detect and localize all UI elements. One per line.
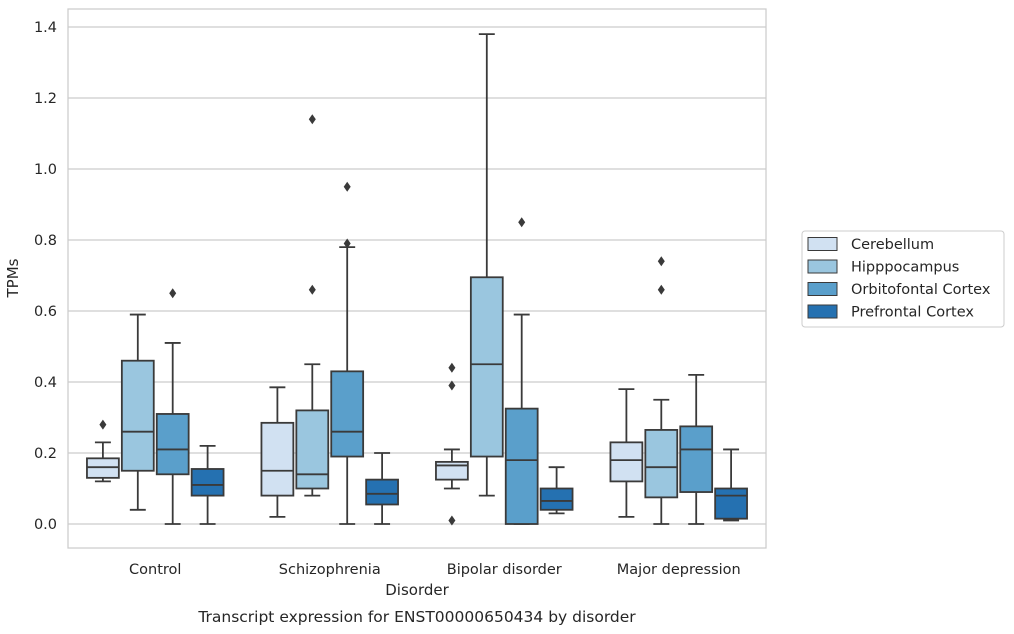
outlier-point: [99, 419, 107, 430]
y-tick-label: 1.2: [34, 91, 57, 107]
outlier-point: [657, 284, 665, 295]
box-prefrontal-cortex: [714, 448, 748, 522]
outlier-point: [448, 515, 456, 526]
iqr-box: [295, 409, 330, 490]
outlier-point: [448, 380, 456, 391]
y-tick-label: 0.0: [34, 517, 57, 533]
iqr-box: [190, 468, 225, 497]
iqr-box: [260, 421, 295, 497]
outlier-point: [169, 288, 177, 299]
box-cerebellum: [609, 388, 644, 518]
y-tick-label: 0.4: [34, 375, 57, 391]
iqr-box: [539, 487, 574, 511]
x-tick-label: Bipolar disorder: [447, 562, 562, 578]
box-cerebellum: [260, 386, 295, 518]
box-hipppocampus: [644, 256, 679, 525]
legend-label: Hipppocampus: [851, 260, 959, 276]
y-tick-label: 0.6: [34, 304, 57, 320]
box-hipppocampus: [295, 114, 330, 497]
box-hipppocampus: [469, 33, 504, 497]
y-tick-label: 0.2: [34, 446, 57, 462]
legend-frame: [801, 230, 1005, 328]
box-orbitofontal-cortex: [155, 288, 190, 525]
chart-caption: Transcript expression for ENST0000065043…: [197, 608, 636, 626]
box-orbitofontal-cortex: [679, 373, 714, 525]
outlier-point: [308, 114, 316, 125]
outlier-point: [657, 256, 665, 267]
x-tick-label: Major depression: [617, 562, 741, 578]
outlier-point: [448, 362, 456, 373]
iqr-box: [155, 413, 190, 476]
y-axis-label: TPMs: [4, 258, 22, 298]
y-tick-label: 0.8: [34, 233, 57, 249]
outlier-point: [343, 181, 351, 192]
legend-items: Cerebellum Hipppocampus Orbitofontal Corte…: [807, 237, 991, 321]
y-tick-labels: 0.0 0.2 0.4 0.6 0.8 1.0 1.2 1.4: [34, 20, 57, 533]
iqr-box: [469, 276, 504, 458]
box-cerebellum: [435, 362, 469, 526]
iqr-box: [644, 429, 679, 499]
legend: Cerebellum Hipppocampus Orbitofontal Corte…: [801, 230, 1005, 328]
box-hipppocampus: [120, 313, 155, 511]
box-prefrontal-cortex: [539, 466, 574, 515]
legend-swatch: [807, 304, 838, 319]
x-tick-labels: Control Schizophrenia Bipolar disorder Majo…: [129, 562, 741, 578]
plot-frame: [67, 8, 767, 549]
outlier-point: [518, 217, 526, 228]
iqr-box: [365, 478, 399, 506]
boxes-layer: [86, 33, 748, 526]
legend-label: Cerebellum: [851, 237, 934, 253]
box-prefrontal-cortex: [190, 444, 225, 525]
x-tick-label: Schizophrenia: [279, 562, 381, 578]
box-cerebellum: [86, 419, 120, 483]
outlier-point: [308, 284, 316, 295]
box-orbitofontal-cortex: [504, 217, 539, 525]
legend-label: Orbitofontal Cortex: [851, 282, 991, 298]
outlier-point: [343, 238, 351, 249]
iqr-box: [714, 487, 748, 520]
box-prefrontal-cortex: [365, 452, 399, 525]
iqr-box: [504, 407, 539, 525]
iqr-box: [679, 425, 714, 493]
legend-swatch: [807, 259, 838, 274]
y-tick-label: 1.0: [34, 162, 57, 178]
x-axis-label: Disorder: [385, 581, 449, 599]
box-orbitofontal-cortex: [330, 181, 365, 525]
x-tick-label: Control: [129, 562, 181, 578]
legend-swatch: [807, 282, 838, 296]
y-tick-label: 1.4: [34, 20, 57, 36]
iqr-box: [120, 359, 155, 472]
iqr-box: [609, 441, 644, 483]
legend-swatch: [807, 237, 838, 251]
legend-label: Prefrontal Cortex: [851, 305, 974, 321]
iqr-box: [330, 370, 365, 458]
